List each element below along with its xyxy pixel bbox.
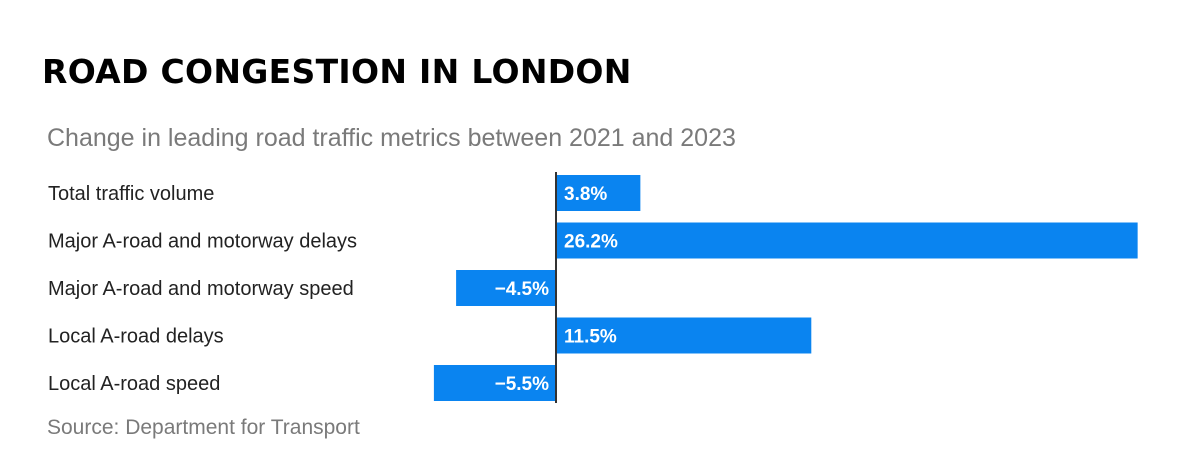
bar — [556, 175, 641, 211]
chart-subtitle: Change in leading road traffic metrics b… — [47, 124, 736, 152]
chart-title: ROAD CONGESTION IN LONDON — [42, 52, 632, 91]
bar — [433, 365, 556, 401]
data-label: −5.5% — [495, 374, 550, 395]
source-note: Source: Department for Transport — [47, 416, 360, 439]
category-label: Local A-road speed — [48, 373, 220, 395]
data-label: 26.2% — [564, 232, 618, 253]
category-label: Major A-road and motorway delays — [48, 231, 357, 253]
data-label: −4.5% — [495, 279, 550, 300]
data-label: 11.5% — [564, 327, 617, 348]
category-label: Total traffic volume — [48, 183, 214, 205]
bars — [433, 175, 1138, 401]
bar — [556, 222, 1138, 259]
category-labels: Total traffic volume Major A-road and mot… — [48, 183, 357, 395]
bar — [456, 270, 556, 306]
value-labels: 3.8% 26.2% −4.5% 11.5% −5.5% — [495, 184, 618, 395]
category-label: Local A-road delays — [48, 326, 224, 348]
category-label: Major A-road and motorway speed — [48, 278, 354, 300]
data-label: 3.8% — [564, 184, 607, 205]
bar — [556, 317, 812, 354]
